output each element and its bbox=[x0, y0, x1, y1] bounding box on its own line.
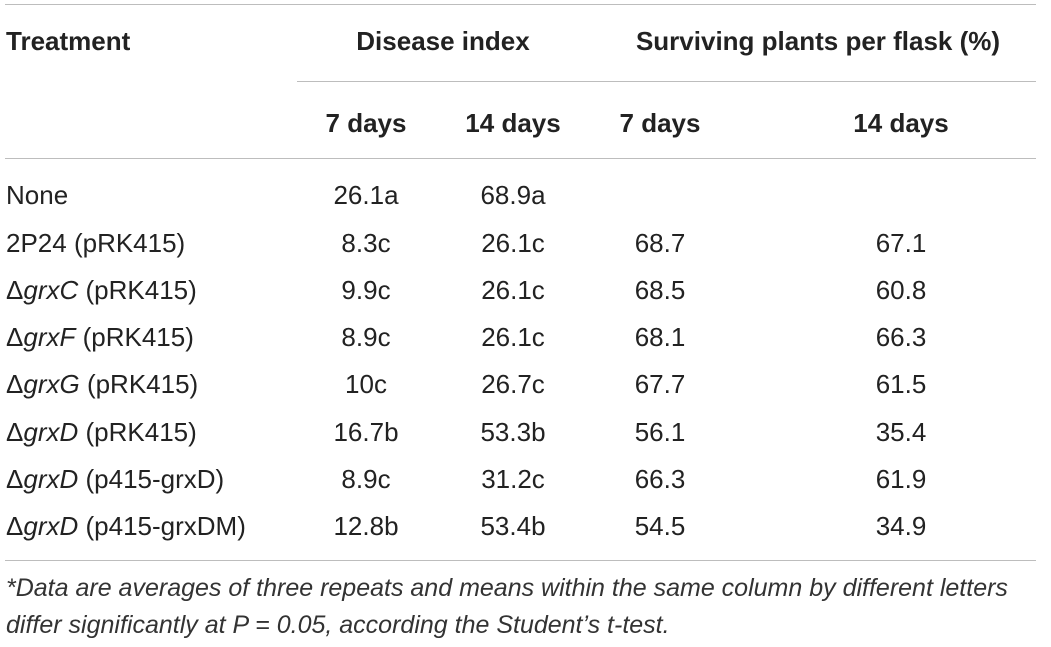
header-surviving-plants: Surviving plants per flask (%) bbox=[635, 26, 1001, 56]
gene-name: grxD bbox=[23, 511, 79, 541]
table-bottom-rule bbox=[5, 560, 1036, 561]
treatment-label: (pRK415) bbox=[78, 275, 197, 305]
cell-disease-7-days: 8.3c bbox=[341, 228, 391, 258]
cell-surviving-7-days: 68.5 bbox=[634, 275, 686, 305]
cell-disease-7-days: 16.7b bbox=[333, 417, 399, 447]
cell-disease-14-days: 26.1c bbox=[481, 275, 545, 305]
cell-surviving-14-days: 60.8 bbox=[875, 275, 927, 305]
delta-symbol: Δ bbox=[6, 369, 24, 399]
treatment-label: (pRK415) bbox=[78, 417, 197, 447]
cell-surviving-7-days: 67.7 bbox=[634, 369, 686, 399]
top-rule bbox=[5, 4, 1036, 5]
cell-treatment: ΔgrxD (p415-grxDM) bbox=[6, 511, 246, 541]
cell-disease-14-days: 53.3b bbox=[480, 417, 546, 447]
header-disease-14-days: 14 days bbox=[465, 108, 561, 138]
cell-treatment: ΔgrxC (pRK415) bbox=[6, 275, 197, 305]
cell-surviving-7-days: 54.5 bbox=[634, 511, 686, 541]
treatment-label: (pRK415) bbox=[79, 369, 199, 399]
cell-surviving-14-days: 61.5 bbox=[875, 369, 927, 399]
delta-symbol: Δ bbox=[6, 417, 24, 447]
table-footnote: *Data are averages of three repeats and … bbox=[6, 574, 1008, 639]
delta-symbol: Δ bbox=[6, 275, 24, 305]
cell-surviving-7-days: 68.1 bbox=[634, 322, 686, 352]
header-disease-7-days: 7 days bbox=[325, 108, 407, 138]
gene-name: grxD bbox=[23, 417, 79, 447]
cell-surviving-14-days: 66.3 bbox=[875, 322, 927, 352]
header-disease-index: Disease index bbox=[356, 26, 530, 56]
delta-symbol: Δ bbox=[6, 322, 24, 352]
cell-disease-7-days: 12.8b bbox=[333, 511, 399, 541]
cell-surviving-14-days: 61.9 bbox=[875, 464, 927, 494]
cell-surviving-14-days: 67.1 bbox=[875, 228, 927, 258]
cell-treatment: ΔgrxG (pRK415) bbox=[6, 369, 198, 399]
cell-disease-14-days: 26.7c bbox=[481, 369, 545, 399]
cell-surviving-14-days: 34.9 bbox=[875, 511, 927, 541]
cell-disease-7-days: 9.9c bbox=[341, 275, 391, 305]
cell-surviving-7-days: 66.3 bbox=[634, 464, 686, 494]
treatment-label: (p415-grxD) bbox=[78, 464, 225, 494]
cell-surviving-7-days: 68.7 bbox=[634, 228, 686, 258]
cell-disease-14-days: 53.4b bbox=[480, 511, 546, 541]
cell-treatment: ΔgrxD (pRK415) bbox=[6, 417, 197, 447]
cell-surviving-14-days: 35.4 bbox=[875, 417, 927, 447]
delta-symbol: Δ bbox=[6, 464, 24, 494]
header-span-rule bbox=[297, 81, 1036, 82]
cell-treatment: 2P24 (pRK415) bbox=[6, 228, 185, 258]
gene-name: grxC bbox=[23, 275, 79, 305]
header-treatment: Treatment bbox=[6, 26, 131, 56]
cell-treatment: None bbox=[6, 180, 68, 210]
cell-treatment: ΔgrxF (pRK415) bbox=[6, 322, 194, 352]
cell-treatment: ΔgrxD (p415-grxD) bbox=[6, 464, 224, 494]
treatment-label: (p415-grxDM) bbox=[78, 511, 246, 541]
header-bottom-rule bbox=[5, 158, 1036, 159]
treatment-label: 2P24 (pRK415) bbox=[6, 228, 186, 258]
cell-disease-14-days: 31.2c bbox=[481, 464, 545, 494]
gene-name: grxG bbox=[23, 369, 80, 399]
cell-disease-14-days: 26.1c bbox=[481, 228, 545, 258]
cell-disease-7-days: 10c bbox=[345, 369, 387, 399]
delta-symbol: Δ bbox=[6, 511, 24, 541]
gene-name: grxF bbox=[23, 322, 76, 352]
gene-name: grxD bbox=[23, 464, 79, 494]
cell-disease-7-days: 8.9c bbox=[341, 464, 391, 494]
cell-surviving-7-days: 56.1 bbox=[634, 417, 686, 447]
header-surviving-7-days: 7 days bbox=[619, 108, 701, 138]
cell-disease-14-days: 68.9a bbox=[480, 180, 546, 210]
cell-disease-7-days: 8.9c bbox=[341, 322, 391, 352]
treatment-label: None bbox=[6, 180, 69, 210]
cell-disease-14-days: 26.1c bbox=[481, 322, 545, 352]
header-surviving-14-days: 14 days bbox=[853, 108, 949, 138]
cell-disease-7-days: 26.1a bbox=[333, 180, 399, 210]
treatment-label: (pRK415) bbox=[75, 322, 194, 352]
